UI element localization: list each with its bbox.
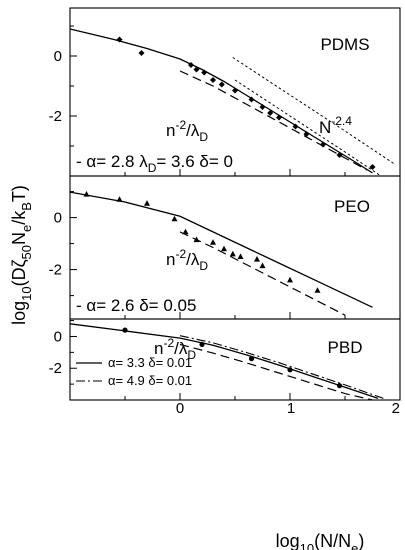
data-point bbox=[314, 287, 321, 293]
dotted-curve bbox=[232, 57, 395, 165]
y-tick-label: -2 bbox=[49, 262, 62, 279]
y-axis-label: log10(Dζ50Ne/kBT) bbox=[9, 185, 34, 325]
n-lambda-annotation: n-2/λD bbox=[166, 118, 208, 144]
solid-curve bbox=[70, 191, 373, 308]
dashed-curve bbox=[179, 343, 373, 400]
solid-curve bbox=[70, 323, 379, 400]
data-point bbox=[259, 262, 266, 269]
dotted-curve bbox=[234, 79, 382, 176]
data-point bbox=[254, 256, 260, 262]
panel-label: PDMS bbox=[320, 35, 369, 54]
legend-label: α= 3.3 δ= 0.01 bbox=[108, 355, 192, 370]
x-tick-label-1: 1 bbox=[287, 400, 295, 417]
data-point bbox=[237, 253, 244, 259]
legend-entry: α= 4.9 δ= 0.01 bbox=[76, 373, 192, 388]
x-axis-label: log10(N/Ne) bbox=[276, 531, 365, 550]
data-point bbox=[229, 250, 236, 257]
y-tick-label: 0 bbox=[54, 48, 62, 65]
panel-pdms: 0 -2 PDMS n-2/λD N-2.4 - α= 2.8 λD= 3.6 δ= 0 bbox=[49, 7, 401, 177]
data-point bbox=[138, 50, 145, 56]
data-point bbox=[144, 200, 150, 206]
parameters-annotation: - α= 2.8 λD= 3.6 δ= 0 bbox=[76, 152, 233, 175]
panel-pbd: 0 -2 PBD n-2/λDα= 3.3 δ= 0.01 α= 4.9 δ= 0.01 bbox=[49, 318, 401, 401]
data-point bbox=[182, 228, 189, 235]
x-tick-label-0: 0 bbox=[176, 400, 184, 417]
data-point bbox=[287, 276, 293, 283]
n-lambda-annotation: n-2/λD bbox=[154, 336, 196, 362]
data-point bbox=[218, 81, 225, 88]
legend-entry: α= 3.3 δ= 0.01 bbox=[76, 355, 192, 370]
data-point bbox=[171, 215, 178, 222]
data-point bbox=[210, 77, 216, 83]
y-tick-label: -2 bbox=[49, 108, 62, 125]
dashed-curve bbox=[179, 231, 346, 316]
dashdot-curve bbox=[179, 335, 384, 399]
y-tick-label: -2 bbox=[49, 360, 62, 377]
legend-label: α= 4.9 δ= 0.01 bbox=[108, 373, 192, 388]
data-point bbox=[221, 245, 227, 252]
data-point bbox=[369, 164, 376, 170]
dashed-curve bbox=[179, 70, 368, 171]
parameters-annotation: - α= 2.6 δ= 0.05 bbox=[76, 296, 196, 315]
panel-label: PEO bbox=[334, 197, 370, 216]
solid-curve bbox=[70, 28, 373, 174]
n-lambda-annotation: n-2/λD bbox=[166, 247, 208, 273]
x-tick-label-2: 2 bbox=[392, 400, 400, 417]
panel-peo: 0 -2 PEO n-2/λD - α= 2.6 δ= 0.05 bbox=[49, 175, 401, 320]
power-law-annotation: N-2.4 bbox=[319, 114, 352, 137]
data-point bbox=[210, 239, 216, 245]
panel-label: PBD bbox=[328, 338, 363, 357]
y-tick-label: 0 bbox=[54, 210, 62, 227]
y-tick-label: 0 bbox=[54, 328, 62, 345]
